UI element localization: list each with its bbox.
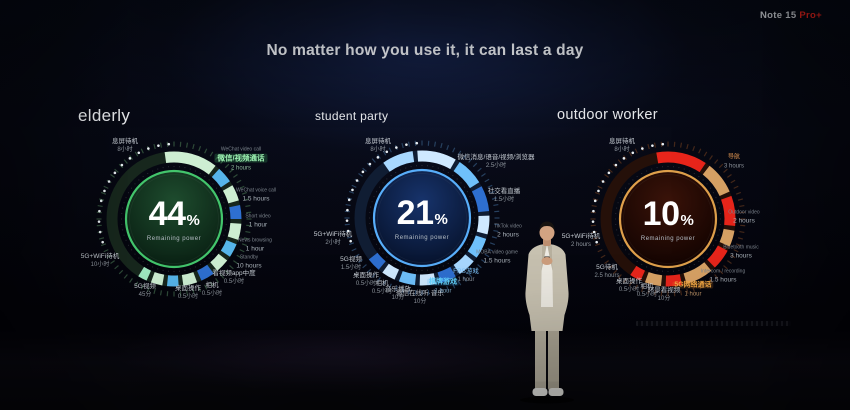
usage-label: News browsing 1 hour: [238, 237, 272, 253]
gauge-ring-mount: [332, 128, 512, 313]
usage-label: Standby 10 hours: [236, 254, 262, 270]
usage-labels: 息屏待机 8小时导航 3 hours Outdoor video 2 hours Blue…: [550, 100, 812, 335]
usage-label: 棋牌游戏 1 hour: [427, 278, 459, 295]
usage-label: Intercom / recording 1.5 hours: [700, 268, 746, 284]
fine-print: [636, 321, 791, 326]
usage-label: Outdoor video 2 hours: [728, 209, 760, 225]
usage-label: 相机 0.5小时: [371, 279, 393, 296]
gauge-ring-mount: [578, 129, 758, 314]
panel-title: outdoor worker: [557, 107, 658, 123]
presenter-left-leg: [535, 327, 546, 391]
usage-label: 微信在线听·音乐 10分: [396, 289, 444, 306]
usage-label: 桌面操作 0.5小时: [175, 284, 201, 301]
usage-label: 5G待机 2.5 hours: [594, 263, 620, 280]
usage-labels: 息屏待机 8小时 WeChat video call 微信/视频通话 2 hours We…: [45, 100, 303, 335]
presenter-face: [539, 224, 555, 241]
usage-label: 息屏待机 8小时: [609, 137, 635, 154]
usage-label: 桌面操作 0.5小时: [353, 271, 379, 288]
usage-label: 相机 0.5小时: [201, 281, 223, 298]
usage-label: TikTok video 2 hours: [494, 223, 522, 239]
gauge-ring: [344, 140, 500, 296]
presenter-hands: [541, 257, 553, 265]
usage-label: 微信消息/语音/视频/浏览器 2.5小时: [457, 153, 535, 170]
brand-variant: Pro+: [799, 10, 822, 21]
presenter-left-shoe: [532, 388, 548, 396]
gauge-ring: [590, 141, 746, 297]
gauge-ring-mount: [84, 129, 264, 314]
gauge-ring: [96, 141, 252, 297]
usage-label: 息屏待机 8小时: [365, 137, 391, 154]
usage-label: 社交看直播 1.5小时: [487, 187, 521, 204]
usage-label: 相机 0.5小时: [636, 282, 658, 299]
usage-label: 5G+WiFi待机 2 hours: [561, 232, 601, 249]
stage-floor: [0, 330, 850, 410]
usage-label: 息屏待机 8小时: [112, 137, 138, 154]
usage-label: 桌面操作 0.5小时: [616, 277, 642, 294]
usage-labels: 息屏待机 8小时微信消息/语音/视频/浏览器 2.5小时社交看直播 1.5小时 TikT…: [308, 100, 558, 335]
usage-label: 5G视频 45分: [134, 282, 156, 299]
usage-label: 5G网络通话 1 hour: [672, 281, 714, 298]
usage-label: MOBA video game 1.5 hours: [476, 249, 518, 265]
brand-model: Note 15: [759, 10, 797, 21]
usage-label: 5G视频 1.5小时: [340, 255, 362, 272]
usage-label: 环景看视频 10分: [647, 286, 681, 303]
brand-watermark: Note 15 Pro+: [760, 10, 822, 21]
panel-elderly: elderly 44% Remaining power 息屏待机 8小时 WeCha…: [45, 100, 303, 335]
panel-title: student party: [315, 109, 389, 123]
presenter-right-shoe: [548, 388, 564, 396]
usage-label: 5G+WiFi待机 2小时: [313, 230, 353, 247]
usage-label: FPS游戏 1 hour: [453, 267, 479, 284]
usage-label: WeChat voice call 1.5 hours: [236, 187, 276, 203]
usage-label: 音乐播放 10分: [385, 285, 411, 302]
presenter: [520, 221, 574, 404]
usage-label: 看视频app中度 0.5小时: [212, 269, 256, 286]
usage-label: 5G+WiFi待机 10小时: [80, 252, 120, 269]
presenter-shadow: [520, 396, 574, 404]
panel-title: elderly: [78, 106, 131, 125]
usage-label: Short video 1 hour: [245, 213, 271, 229]
usage-label: 导航 3 hours: [723, 154, 745, 169]
usage-label: WeChat video call 微信/视频通话 2 hours: [214, 147, 268, 174]
usage-label: Bluetooth music 3 hours: [723, 244, 759, 260]
presenter-hair: [539, 221, 555, 231]
slide-title: No matter how you use it, it can last a …: [266, 42, 584, 59]
presenter-right-leg: [548, 327, 559, 391]
